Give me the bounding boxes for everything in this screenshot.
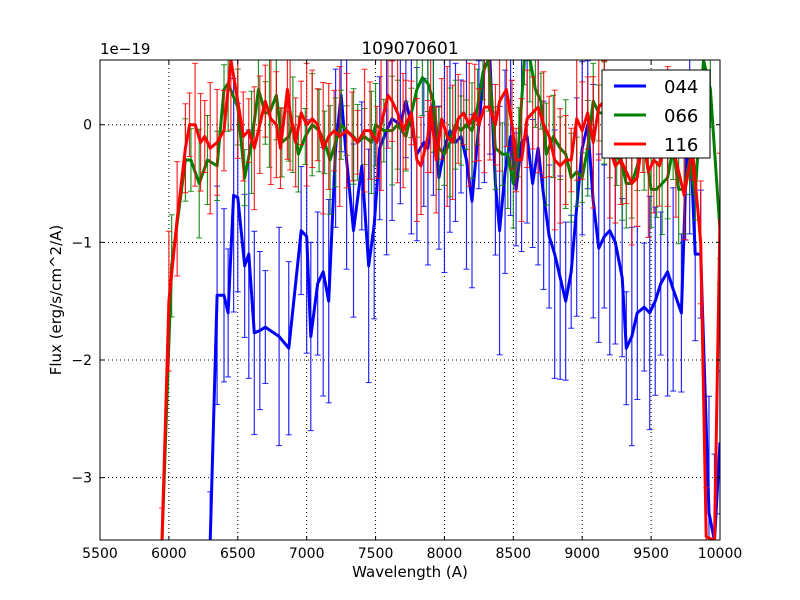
x-tick-label: 6000 (151, 546, 187, 562)
legend-label-044: 044 (664, 77, 698, 98)
x-tick-label: 9000 (564, 546, 600, 562)
x-tick-label: 6500 (220, 546, 256, 562)
x-tick-label: 7500 (358, 546, 394, 562)
x-tick-label: 8500 (496, 546, 532, 562)
x-tick-label: 10000 (698, 546, 743, 562)
y-axis-label: Flux (erg/s/cm^2/A) (47, 225, 65, 376)
x-tick-label: 7000 (289, 546, 325, 562)
legend-label-116: 116 (664, 135, 698, 156)
y-tick-label: 0 (83, 118, 92, 134)
legend-items: 044 066 116 (614, 77, 698, 156)
chart-title: 109070601 (361, 39, 458, 59)
x-tick-label: 9500 (633, 546, 669, 562)
legend-label-066: 066 (664, 106, 698, 127)
x-axis-label: Wavelength (A) (352, 563, 468, 581)
series-line-116 (160, 60, 720, 540)
y-tick-label: −2 (71, 353, 92, 369)
x-tick-label: 5500 (82, 546, 118, 562)
x-tick-label: 8000 (427, 546, 463, 562)
y-offset-text: 1e−19 (100, 40, 150, 58)
y-tick-label: −1 (71, 235, 92, 251)
legend: 044 066 116 (601, 69, 711, 159)
plot-frame (99, 59, 721, 541)
y-tick-label: −3 (71, 471, 92, 487)
ticks: 5500 6000 6500 7000 7500 8000 8500 9000 9500 1000… (71, 60, 742, 562)
